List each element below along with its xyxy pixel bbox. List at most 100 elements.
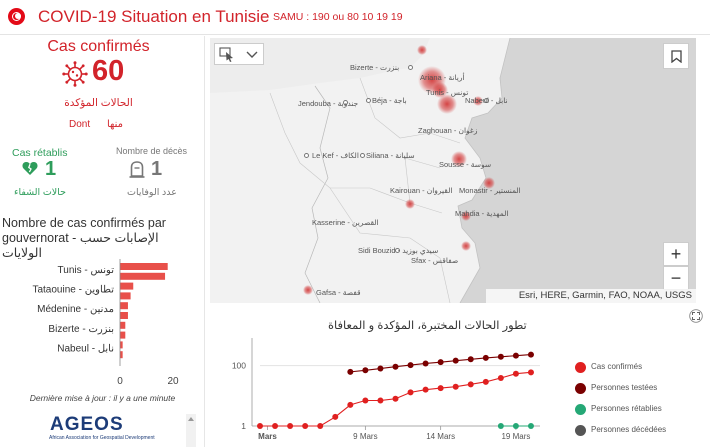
series-point <box>407 389 414 396</box>
city-dot-sidibouzid <box>394 247 400 253</box>
page-title: COVID-19 Situation en Tunisie <box>38 7 270 26</box>
scroll-up-icon[interactable] <box>188 416 194 422</box>
map-view[interactable]: Bizerte - بنزرت Ariana - أريانة Tunis - … <box>210 38 696 303</box>
city-label-tunis: Tunis - تونس <box>426 88 469 97</box>
series-point <box>512 370 519 377</box>
recovered-label: Cas rétablis <box>12 147 68 159</box>
bar <box>120 263 168 270</box>
x-tick-label: 19 Mars <box>501 432 530 441</box>
series-point <box>332 413 339 420</box>
series-point <box>347 401 354 408</box>
city-label-monastir: Monastir - المنستير <box>459 186 521 195</box>
series-point <box>302 423 309 429</box>
tunisia-flag-icon <box>8 8 25 25</box>
zoom-out-button[interactable]: − <box>663 266 689 290</box>
x-tick-label: 9 Mars <box>353 432 377 441</box>
city-label-kairouan: Kairouan - القيروان <box>390 186 453 195</box>
series-point <box>362 397 369 404</box>
legend-swatch <box>575 425 586 436</box>
select-tool-icon[interactable] <box>219 47 235 62</box>
legend-swatch <box>575 404 586 415</box>
legend-swatch <box>575 362 586 373</box>
dont-label: Dont <box>69 119 91 130</box>
x-tick-label: 14 Mars <box>426 432 455 441</box>
city-label-nabeul: Nabeul - نابل <box>465 96 508 105</box>
legend-label: Personnes rétablies <box>591 404 662 413</box>
series-point <box>482 378 489 385</box>
panel-divider <box>204 36 205 447</box>
series-point <box>497 353 504 360</box>
series-point <box>272 423 279 429</box>
bar <box>120 312 128 319</box>
y-tick-label: 100 <box>232 361 246 371</box>
chevron-down-icon[interactable] <box>246 51 258 59</box>
bar-category-label: Tunis - تونس <box>58 265 115 276</box>
bookmark-button[interactable] <box>663 43 689 69</box>
series-point <box>287 423 294 429</box>
legend-swatch <box>575 383 586 394</box>
series-point <box>317 423 324 429</box>
series-point <box>362 367 369 374</box>
deaths-value: 1 <box>151 158 163 180</box>
city-dot-beja <box>365 97 371 103</box>
zoom-in-button[interactable]: + <box>663 242 689 266</box>
bar-x-tick-label: 20 <box>167 376 179 387</box>
bar <box>120 321 126 329</box>
bar-category-label: Tataouine - تطاوين <box>32 285 114 296</box>
bookmark-icon <box>671 50 682 63</box>
city-label-kasserine: Kasserine - القصرين <box>312 218 379 227</box>
left-panel-scrollbar[interactable] <box>186 414 196 447</box>
series-point <box>512 423 519 429</box>
city-label-bizerte: Bizerte - بنزرت <box>350 63 400 72</box>
series-point <box>377 397 384 404</box>
virus-icon <box>62 61 88 87</box>
confirmed-cases-label-ar: الحالات المؤكدة <box>64 97 133 109</box>
confirmed-cases-value: 60 <box>92 55 125 87</box>
governorate-title-ar: الإصابات حسب الولايات <box>2 231 159 260</box>
bar-category-label: Bizerte - بنزرت <box>48 324 114 335</box>
legend-label: Personnes testées <box>591 383 658 392</box>
series-point <box>392 363 399 370</box>
expand-icon[interactable] <box>689 309 703 323</box>
city-label-sousse: Sousse - سوسة <box>439 160 492 169</box>
map-toolbar[interactable] <box>214 43 264 65</box>
city-dot-lekef <box>303 152 309 158</box>
last-updated: Dernière mise à jour : il y a une minute <box>29 393 176 403</box>
series-point <box>407 362 414 369</box>
line-chart-title: تطور الحالات المختبرة، المؤكدة و المعافا… <box>328 320 527 332</box>
bar <box>120 282 134 290</box>
series-point <box>452 383 459 390</box>
series-point <box>527 369 534 376</box>
series-point <box>437 385 444 392</box>
governorate-title-fr: Nombre de cas confirmés par gouvernorat … <box>2 216 166 245</box>
bar-x-tick-label: 0 <box>117 376 123 387</box>
series-point <box>392 395 399 402</box>
evolution-line-chart: 1 100 Mars 9 Mars 14 Mars 19 Mars <box>232 338 540 441</box>
series-point <box>527 423 534 429</box>
deaths-label: Nombre de décès <box>116 146 188 156</box>
series-point <box>422 386 429 393</box>
samu-hotline: SAMU : 190 ou 80 10 19 19 <box>273 11 403 23</box>
city-label-jendouba: Jendouba - جندوبة <box>298 99 359 108</box>
city-label-beja: Béja - باجة <box>372 96 407 105</box>
series-point <box>512 352 519 359</box>
confirmed-cases-label: Cas confirmés <box>47 38 150 55</box>
series-point <box>467 356 474 363</box>
city-dot-nabeul <box>483 97 489 103</box>
legend-label: Personnes décédées <box>591 425 667 434</box>
ageos-logo-subtitle: African Association for Geospatial Devel… <box>49 435 155 441</box>
x-tick-label: Mars <box>258 432 277 441</box>
series-point <box>497 423 504 429</box>
city-label-siliana: Siliana - سليانة <box>366 151 415 160</box>
app-header <box>0 0 710 35</box>
series-point <box>377 365 384 372</box>
bar-category-label: Médenine - مدنين <box>37 304 114 315</box>
city-label-ariana: Ariana - أريانة <box>420 73 465 82</box>
tombstone-icon <box>129 161 145 178</box>
series-point <box>452 357 459 364</box>
deaths-label-ar: عدد الوفايات <box>127 187 177 198</box>
series-point <box>257 423 263 429</box>
recovered-value: 1 <box>45 158 57 180</box>
map-attribution: Esri, HERE, Garmin, FAO, NOAA, USGS <box>486 289 696 303</box>
city-label-sidibouzid: Sidi Bouzid - سيدي بوزيد <box>358 246 439 255</box>
